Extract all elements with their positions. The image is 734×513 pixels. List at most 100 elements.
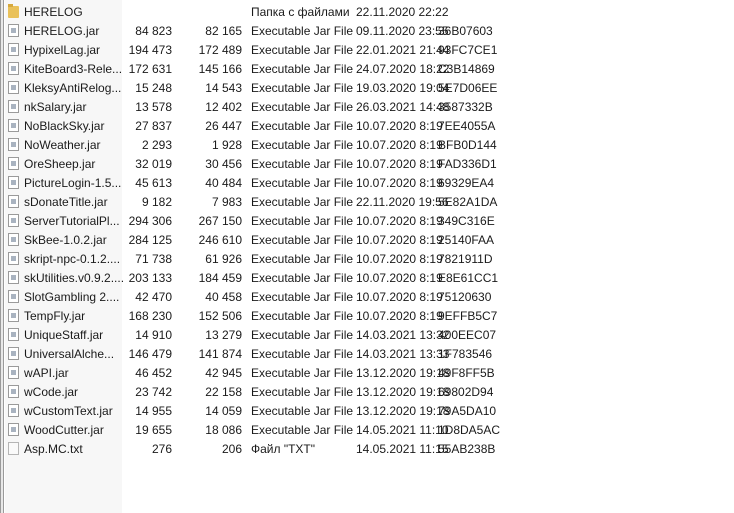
file-size: 13 578 [135, 100, 172, 114]
file-size: 9 182 [141, 195, 172, 209]
file-row[interactable]: PictureLogin-1.5... 45 613 40 484 Executabl… [0, 174, 734, 193]
jar-icon [8, 195, 19, 208]
file-type: Executable Jar File [251, 290, 354, 304]
file-row[interactable]: KiteBoard3-Rele... 172 631 145 166 Executab… [0, 60, 734, 79]
file-type: Executable Jar File [251, 385, 354, 399]
file-row[interactable]: ServerTutorialPl... 294 306 267 150 Executa… [0, 212, 734, 231]
jar-icon [8, 81, 19, 94]
file-name: OreSheep.jar [24, 157, 96, 171]
file-size: 2 293 [141, 138, 172, 152]
file-type: Executable Jar File [251, 214, 354, 228]
jar-icon [8, 404, 19, 417]
file-crc: 349C316E [438, 214, 495, 228]
file-row[interactable]: nkSalary.jar 13 578 12 402 Executable Jar F… [0, 98, 734, 117]
file-packed-size: 40 458 [205, 290, 242, 304]
file-type: Executable Jar File [251, 100, 354, 114]
file-size: 71 738 [135, 252, 172, 266]
file-modified: 13.12.2020 19:18 [356, 366, 450, 380]
file-size: 172 631 [128, 62, 172, 76]
file-name: SkBee-1.0.2.jar [24, 233, 107, 247]
file-type: Executable Jar File [251, 233, 354, 247]
file-row[interactable]: HypixelLag.jar 194 473 172 489 Executable J… [0, 41, 734, 60]
file-row[interactable]: UniqueStaff.jar 14 910 13 279 Executable Ja… [0, 326, 734, 345]
file-type: Executable Jar File [251, 252, 354, 266]
file-size: 294 306 [128, 214, 172, 228]
jar-icon [8, 385, 19, 398]
file-modified: 10.07.2020 8:19 [356, 119, 443, 133]
file-crc: 49F8FF5B [438, 366, 495, 380]
file-crc: 69329EA4 [438, 176, 495, 190]
file-row[interactable]: TempFly.jar 168 230 152 506 Executable Jar … [0, 307, 734, 326]
file-row[interactable]: KleksyAntiRelog... 15 248 14 543 Executable… [0, 79, 734, 98]
jar-icon [8, 328, 19, 341]
file-crc: 79A5DA10 [438, 404, 497, 418]
file-type: Executable Jar File [251, 423, 354, 437]
jar-icon [8, 138, 19, 151]
file-name: wCustomText.jar [24, 404, 113, 418]
file-packed-size: 267 150 [198, 214, 242, 228]
file-row[interactable]: WoodCutter.jar 19 655 18 086 Executable Jar… [0, 421, 734, 440]
file-packed-size: 184 459 [198, 271, 242, 285]
file-row[interactable]: wAPI.jar 46 452 42 945 Executable Jar File 1… [0, 364, 734, 383]
file-crc: FAD336D1 [438, 157, 497, 171]
file-modified: 10.07.2020 8:19 [356, 157, 443, 171]
file-crc: 400EEC07 [438, 328, 497, 342]
file-row[interactable]: Asp.MC.txt 276 206 Файл "TXT" 14.05.2021 11:… [0, 440, 734, 459]
file-size: 46 452 [135, 366, 172, 380]
file-row[interactable]: OreSheep.jar 32 019 30 456 Executable Jar F… [0, 155, 734, 174]
file-modified: 10.07.2020 8:19 [356, 176, 443, 190]
file-name: NoBlackSky.jar [24, 119, 105, 133]
file-size: 168 230 [128, 309, 172, 323]
file-size: 23 742 [135, 385, 172, 399]
file-crc: 75120630 [438, 290, 492, 304]
file-row[interactable]: wCustomText.jar 14 955 14 059 Executable Ja… [0, 402, 734, 421]
file-row[interactable]: NoWeather.jar 2 293 1 928 Executable Jar Fi… [0, 136, 734, 155]
file-row[interactable]: HERELOG.jar 84 823 82 165 Executable Jar Fi… [0, 22, 734, 41]
file-type: Executable Jar File [251, 157, 354, 171]
jar-icon [8, 366, 19, 379]
file-modified: 19.03.2020 19:04 [356, 81, 450, 95]
jar-icon [8, 423, 19, 436]
file-modified: 10.07.2020 8:19 [356, 214, 443, 228]
file-modified: 26.03.2021 14:48 [356, 100, 450, 114]
file-size: 19 655 [135, 423, 172, 437]
file-modified: 14.05.2021 11:15 [356, 442, 449, 456]
file-row[interactable]: UniversalAlche... 146 479 141 874 Executabl… [0, 345, 734, 364]
file-packed-size: 30 456 [205, 157, 242, 171]
file-name: KleksyAntiRelog... [24, 81, 122, 95]
file-modified: 10.07.2020 8:19 [356, 309, 443, 323]
file-size: 32 019 [135, 157, 172, 171]
file-row[interactable]: sDonateTitle.jar 9 182 7 983 Executable Jar… [0, 193, 734, 212]
file-crc: 3587332B [438, 100, 493, 114]
file-packed-size: 152 506 [198, 309, 242, 323]
file-row[interactable]: skUtilities.v0.9.2.... 203 133 184 459 Exec… [0, 269, 734, 288]
file-crc: 5E82A1DA [438, 195, 498, 209]
file-type: Executable Jar File [251, 138, 354, 152]
jar-icon [8, 157, 19, 170]
jar-icon [8, 100, 19, 113]
file-packed-size: 172 489 [198, 43, 242, 57]
file-type: Executable Jar File [251, 309, 354, 323]
file-crc: E8E61CC1 [438, 271, 499, 285]
file-row[interactable]: NoBlackSky.jar 27 837 26 447 Executable Jar… [0, 117, 734, 136]
file-type: Executable Jar File [251, 119, 354, 133]
file-name: skript-npc-0.1.2.... [24, 252, 121, 266]
file-row[interactable]: HERELOG Папка с файлами 22.11.2020 22:22 [0, 3, 734, 22]
file-type: Executable Jar File [251, 347, 354, 361]
file-name: KiteBoard3-Rele... [24, 62, 123, 76]
file-row[interactable]: SlotGambling 2.... 42 470 40 458 Executable… [0, 288, 734, 307]
file-type: Executable Jar File [251, 43, 354, 57]
file-type: Executable Jar File [251, 404, 354, 418]
file-row[interactable]: skript-npc-0.1.2.... 71 738 61 926 Executab… [0, 250, 734, 269]
file-packed-size: 42 945 [205, 366, 242, 380]
file-row[interactable]: SkBee-1.0.2.jar 284 125 246 610 Executable … [0, 231, 734, 250]
file-list[interactable]: HERELOG Папка с файлами 22.11.2020 22:22 HE… [0, 3, 734, 459]
file-type: Executable Jar File [251, 195, 354, 209]
file-name: Asp.MC.txt [24, 442, 83, 456]
file-type: Executable Jar File [251, 328, 354, 342]
file-crc: 36B07603 [438, 24, 493, 38]
file-packed-size: 141 874 [198, 347, 242, 361]
file-name: SlotGambling 2.... [24, 290, 120, 304]
file-row[interactable]: wCode.jar 23 742 22 158 Executable Jar File… [0, 383, 734, 402]
jar-icon [8, 233, 19, 246]
